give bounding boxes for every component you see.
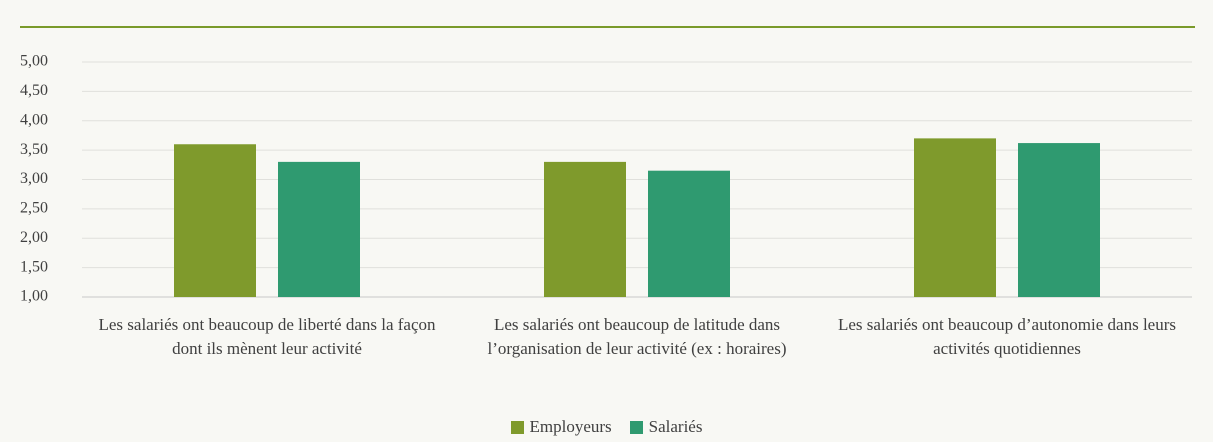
- legend-item: Employeurs: [510, 417, 612, 437]
- bar: [1018, 143, 1100, 297]
- y-tick-label: 5,00: [20, 53, 48, 70]
- bar: [544, 161, 626, 297]
- x-tick-label: Les salariés ont beaucoup de liberté dan…: [98, 315, 436, 358]
- bar: [174, 144, 256, 297]
- legend-item: Salariés: [629, 417, 703, 437]
- y-tick-label: 2,50: [20, 200, 48, 217]
- y-tick-label: 1,00: [20, 288, 48, 305]
- x-tick-label: Les salariés ont beaucoup de latitude da…: [487, 315, 787, 358]
- legend-swatch: [510, 420, 524, 434]
- legend-label: Employeurs: [529, 417, 612, 436]
- y-tick-label: 2,00: [20, 229, 48, 246]
- y-tick-label: 1,50: [20, 258, 48, 275]
- bar: [278, 161, 360, 297]
- y-tick-label: 4,00: [20, 111, 48, 128]
- legend: Employeurs Salariés: [0, 417, 1213, 437]
- y-tick-label: 3,50: [20, 141, 48, 158]
- bar: [914, 138, 996, 297]
- x-tick-label: Les salariés ont beaucoup d’autonomie da…: [837, 315, 1176, 358]
- y-tick-label: 3,00: [20, 170, 48, 187]
- y-tick-label: 4,50: [20, 82, 48, 99]
- legend-swatch: [629, 420, 643, 434]
- bar: [648, 170, 730, 297]
- legend-label: Salariés: [648, 417, 703, 436]
